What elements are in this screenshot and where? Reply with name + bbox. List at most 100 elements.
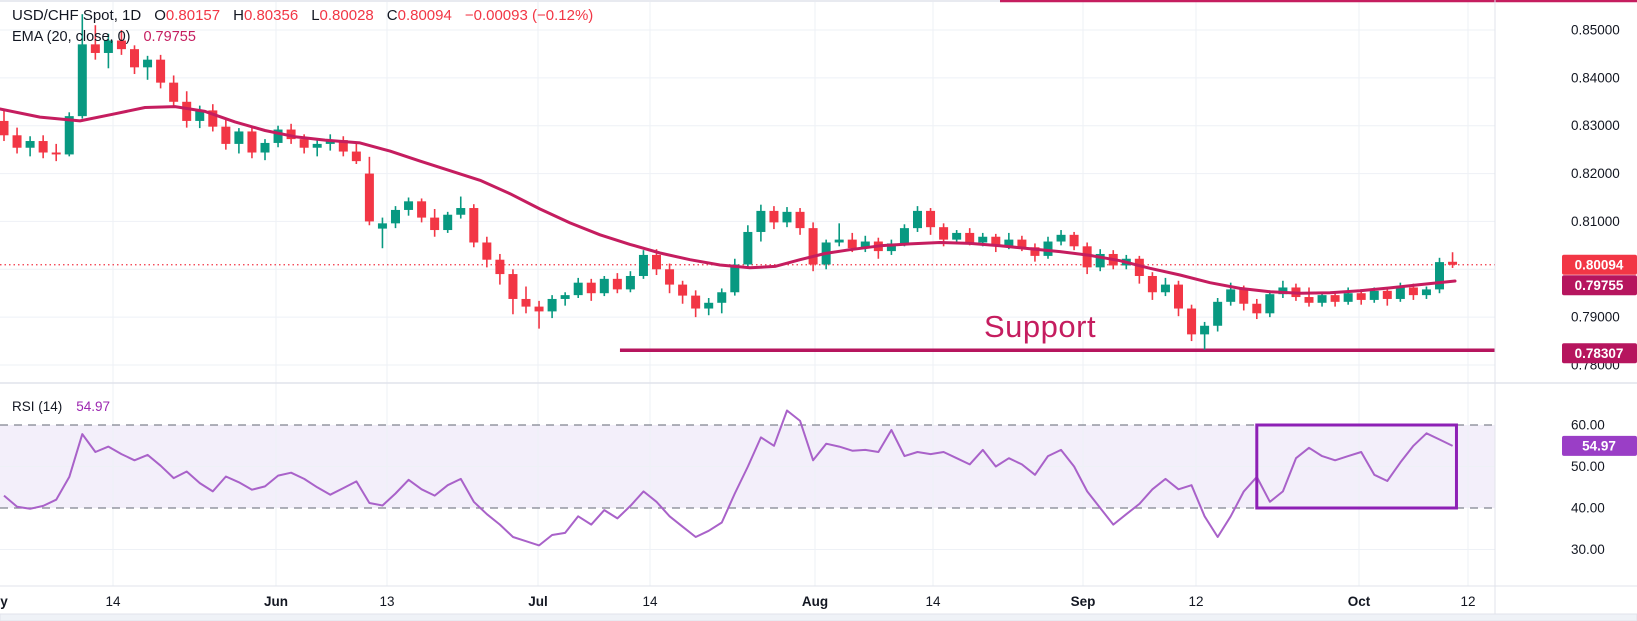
candle-body xyxy=(391,209,400,224)
candle-body xyxy=(652,254,661,270)
candle-body xyxy=(691,295,701,309)
candle-body xyxy=(1435,262,1444,290)
candle-body xyxy=(143,59,153,68)
low-value: 0.80028 xyxy=(319,7,374,24)
last-price-badge: 0.80094 xyxy=(1562,254,1637,275)
price-tick-label: 0.85000 xyxy=(1571,23,1620,38)
candle-body xyxy=(625,275,635,290)
price-tick-label: 0.84000 xyxy=(1571,70,1620,85)
bottom-strip xyxy=(0,613,1637,621)
candle-body xyxy=(756,210,766,232)
symbol-legend[interactable]: USD/CHF Spot, 1D O0.80157 H0.80356 L0.80028… xyxy=(12,7,593,24)
time-tick-label: 14 xyxy=(105,594,121,609)
candle-body xyxy=(404,201,414,210)
candle-body xyxy=(1304,297,1314,303)
rsi-legend[interactable]: RSI (14) 54.97 xyxy=(12,399,110,414)
candle-body xyxy=(1134,258,1144,276)
rsi-line xyxy=(3,409,1454,547)
candle-body xyxy=(443,214,453,231)
rsi-tick-label: 30.00 xyxy=(1571,542,1605,557)
time-scale[interactable]: y 14 Jun 13 Jul 14 Aug 14 Sep 12 Oct 12 xyxy=(0,594,1475,609)
candle-body xyxy=(678,284,688,296)
candle-body xyxy=(1095,253,1105,268)
candle-body xyxy=(926,210,936,228)
candle-body xyxy=(534,306,544,312)
candle-body xyxy=(834,239,844,243)
candle-body xyxy=(469,208,479,243)
candle-body xyxy=(1265,294,1275,314)
candle-body xyxy=(260,142,270,153)
candle-body xyxy=(64,116,74,155)
support-price-badge-bg xyxy=(1562,343,1637,364)
candle-body xyxy=(612,278,622,290)
candle-body xyxy=(130,49,139,68)
price-pane-surface[interactable] xyxy=(0,0,1495,383)
candle-body xyxy=(234,131,244,144)
rsi-tick-label: 60.00 xyxy=(1571,418,1605,433)
candle-body xyxy=(495,259,505,275)
candle-body xyxy=(195,110,205,121)
candle-body xyxy=(156,59,166,83)
time-tick-label: 14 xyxy=(642,594,658,609)
candle-body xyxy=(1069,234,1079,247)
candle-body xyxy=(182,101,192,121)
ema-legend[interactable]: EMA (20, close, 0) 0.79755 xyxy=(12,29,196,45)
ema-value: 0.79755 xyxy=(143,29,196,45)
candle-body xyxy=(1356,293,1366,300)
candle-body xyxy=(560,295,570,299)
candle-body xyxy=(795,211,805,229)
candle-body xyxy=(586,282,596,294)
candle-body xyxy=(456,208,466,215)
candle-body xyxy=(886,243,896,252)
ema-line[interactable] xyxy=(0,105,1457,295)
candle-body xyxy=(665,269,675,285)
candle-body xyxy=(847,239,857,249)
candle-body xyxy=(573,282,583,296)
time-tick-label: 12 xyxy=(1188,594,1203,609)
support-text-annotation[interactable]: Support xyxy=(984,309,1097,344)
candle-body xyxy=(1317,295,1327,303)
candle-body xyxy=(299,139,309,148)
rsi-highlight-box[interactable] xyxy=(1255,423,1458,510)
candle-body xyxy=(430,217,440,231)
candle-body xyxy=(1226,289,1236,302)
candle-body xyxy=(1043,241,1053,256)
rsi-value-badge-text: 54.97 xyxy=(1582,439,1616,454)
candle-body xyxy=(103,40,113,53)
candle-body xyxy=(782,211,792,223)
candle-body xyxy=(116,40,126,50)
ema-price-badge-bg xyxy=(1562,275,1637,296)
ema-price-badge-text: 0.79755 xyxy=(1575,278,1624,293)
candle-body xyxy=(417,201,427,218)
candle-body xyxy=(286,129,296,140)
time-tick-label: Jul xyxy=(528,594,548,609)
candle-body xyxy=(90,44,100,53)
candle-body xyxy=(247,131,257,153)
candle-body xyxy=(1330,295,1340,302)
close-value: 0.80094 xyxy=(397,7,452,24)
candle-body xyxy=(312,143,322,148)
candle-body xyxy=(1278,287,1288,295)
candle-body xyxy=(338,140,348,152)
time-tick-label: Sep xyxy=(1071,594,1096,609)
candle-body xyxy=(51,152,61,155)
candle-body xyxy=(0,120,9,136)
candle-body xyxy=(717,292,727,303)
gridlines xyxy=(0,2,1495,586)
candle-body xyxy=(208,110,218,127)
rsi-value: 54.97 xyxy=(76,399,111,414)
candle-body xyxy=(939,227,949,240)
support-price-badge: 0.78307 xyxy=(1562,343,1637,364)
candle-body xyxy=(1200,325,1210,335)
candle-body xyxy=(521,298,531,307)
candle-body xyxy=(638,254,648,276)
candle-body xyxy=(1004,239,1014,247)
candle-body xyxy=(351,151,361,162)
candle-body xyxy=(169,82,179,102)
time-tick-label: 12 xyxy=(1460,594,1475,609)
time-tick-label: Jun xyxy=(264,594,288,609)
candle-body xyxy=(482,242,492,260)
rsi-value-badge: 54.97 xyxy=(1562,435,1637,456)
